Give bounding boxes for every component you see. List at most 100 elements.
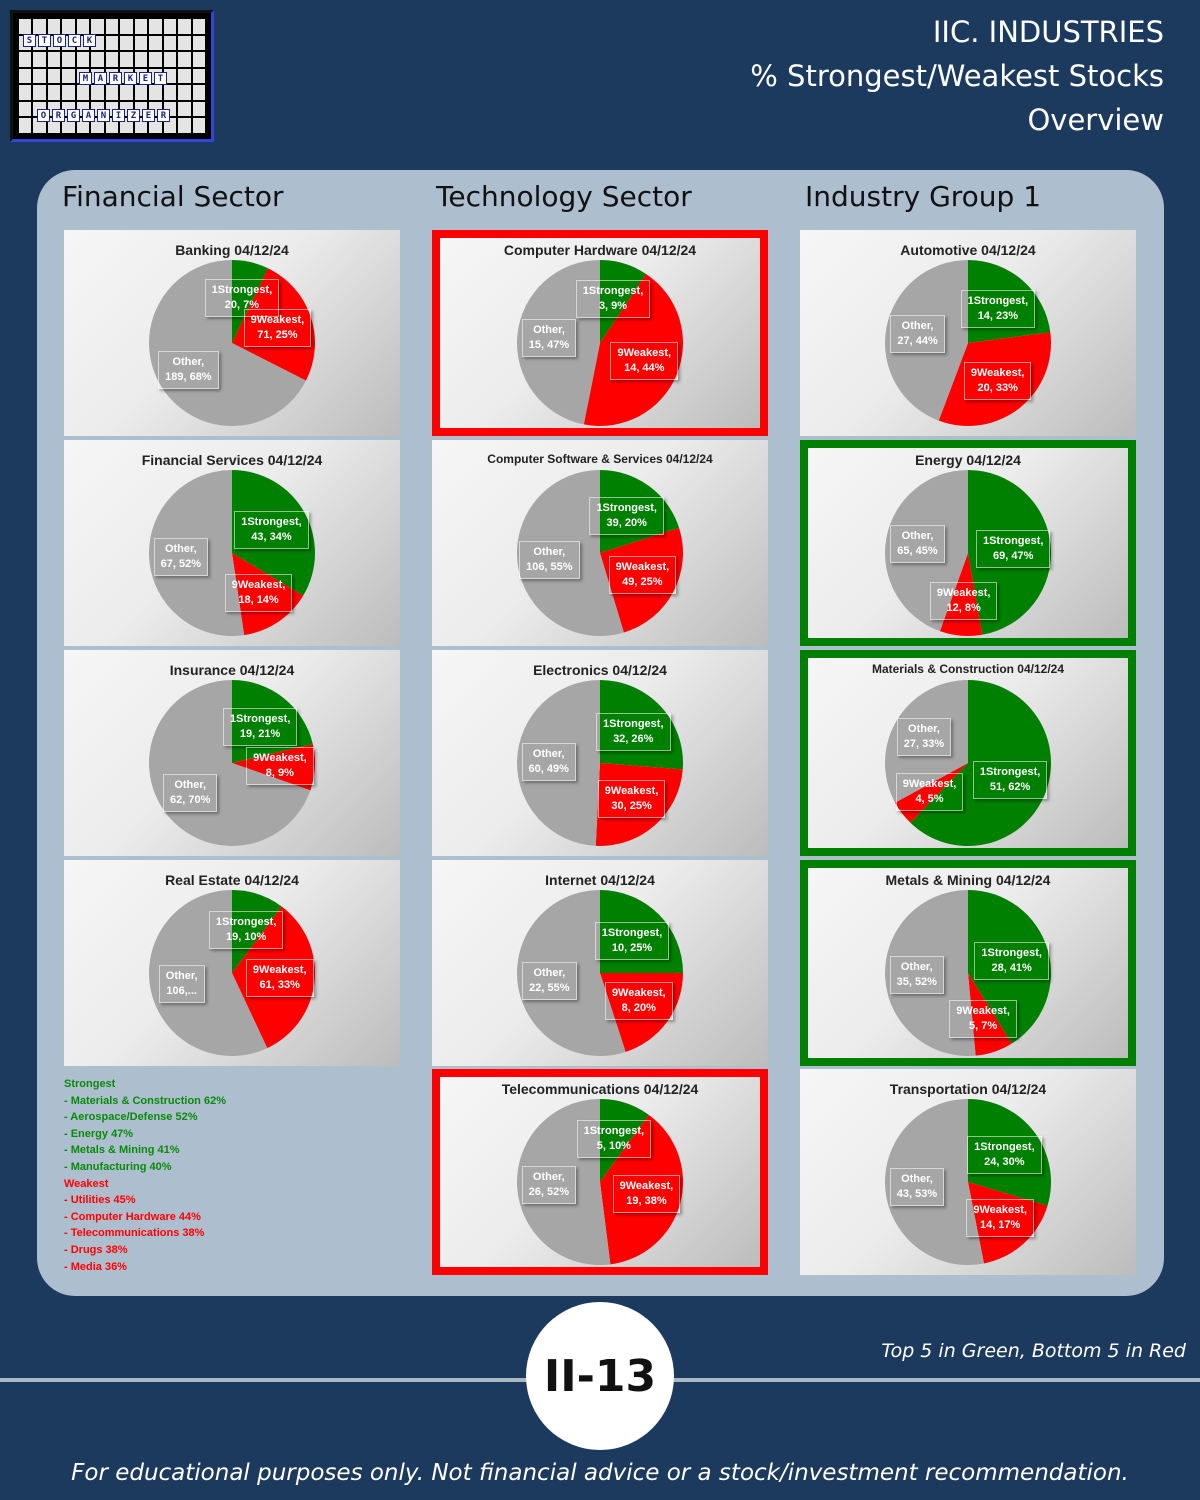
logo-grid-cell (134, 118, 148, 133)
pie-data-label: Other, 65, 45% (890, 525, 945, 564)
logo-grid-cell (105, 35, 119, 51)
logo-grid-cell (192, 52, 205, 67)
logo-grid-cell (91, 85, 104, 100)
pie-slice-other (884, 890, 976, 1056)
logo-letter: O (37, 109, 50, 122)
logo-grid-cell (163, 35, 177, 51)
pie-slice-1strongest (232, 680, 313, 763)
pie-chart-card: Electronics 04/12/24 1Strongest, 32, 26% 9W… (432, 650, 768, 856)
logo-grid-cell (192, 68, 205, 84)
logo-grid-cell (178, 118, 191, 133)
logo-grid-cell (178, 35, 191, 51)
pie-chart-card: Insurance 04/12/24 1Strongest, 19, 21% 9Wea… (64, 650, 400, 856)
pie-slice-9weakest (938, 332, 1051, 426)
logo-letter: E (142, 109, 155, 122)
pie-chart (517, 260, 684, 426)
logo-grid-cell (19, 85, 32, 100)
chart-title: Telecommunications 04/12/24 (501, 1081, 699, 1097)
strongest-item: - Energy 47% (64, 1127, 134, 1140)
pie-chart (149, 890, 315, 1056)
weakest-heading: Weakest (64, 1177, 109, 1190)
pie-slice-1strongest (600, 470, 680, 553)
logo-grid-cell (120, 118, 133, 133)
strongest-item: - Metals & Mining 41% (64, 1144, 180, 1157)
pie-slice-9weakest (232, 906, 315, 1049)
logo-grid-cell (76, 85, 90, 100)
logo-grid-cell (192, 35, 205, 51)
logo-grid-cell (149, 19, 162, 34)
pie-slice-other (517, 260, 600, 425)
disclaimer: For educational purposes only. Not finan… (71, 1460, 1129, 1486)
logo-grid-cell (149, 35, 162, 51)
logo-grid-cell (134, 35, 148, 51)
logo-letter: T (154, 72, 167, 85)
pie-slice-1strongest (910, 680, 1051, 846)
pie-chart-card: Financial Services 04/12/24 1Strongest, 43… (64, 440, 400, 646)
pie-data-label: 9Weakest, 14, 44% (610, 342, 679, 381)
column-heading-industry-group: Industry Group 1 (805, 180, 1042, 213)
pie-slice-9weakest (968, 973, 1012, 1056)
pie-chart (149, 680, 315, 846)
pie-slice-1strongest (968, 890, 1051, 1044)
logo-grid-cell (91, 52, 104, 67)
chart-title: Insurance 04/12/24 (169, 662, 295, 678)
logo-grid-cell (178, 68, 191, 84)
pie-chart (884, 1099, 1051, 1265)
pie-data-label: 9Weakest, 8, 9% (246, 746, 314, 785)
chart-title: Computer Hardware 04/12/24 (503, 242, 697, 258)
logo-grid-cell (120, 19, 133, 34)
chart-title: Computer Software & Services 04/12/24 (487, 452, 713, 466)
logo-grid-cell (163, 52, 177, 67)
pie-slice-1strongest (232, 470, 315, 596)
pie-slice-1strongest (600, 680, 683, 770)
pie-data-label: 1Strongest, 69, 47% (975, 530, 1051, 569)
strongest-item: - Manufacturing 40% (64, 1160, 172, 1173)
pie-chart-card: Materials & Construction 04/12/24 1Strong… (800, 650, 1136, 856)
logo-grid-cell (19, 68, 32, 84)
logo-letter: R (109, 72, 122, 85)
logo-grid-cell (163, 118, 177, 133)
weakest-item: - Telecommunications 38% (64, 1227, 205, 1240)
pie-data-label: Other, 106, 55% (519, 541, 580, 580)
logo-grid-cell (105, 118, 119, 133)
pie-data-label: Other, 106,... (158, 965, 205, 1004)
logo-grid-cell (47, 19, 61, 34)
pie-data-label: Other, 189, 68% (158, 350, 219, 389)
logo-grid-cell (149, 85, 162, 100)
logo-letter: C (68, 34, 81, 47)
column-heading-financial: Financial Sector (62, 180, 284, 213)
pie-data-label: 9Weakest, 20, 33% (963, 361, 1032, 400)
logo-letter: N (97, 109, 110, 122)
pie-chart (884, 890, 1051, 1056)
pie-slice-9weakest (600, 527, 683, 633)
logo-grid-cell (91, 118, 104, 133)
logo-grid-cell (33, 52, 46, 67)
chart-title: Financial Services 04/12/24 (141, 452, 323, 468)
chart-title: Energy 04/12/24 (915, 452, 1021, 468)
logo-letter: Z (127, 109, 140, 122)
logo-grid-cell (105, 85, 119, 100)
pie-data-label: Other, 62, 70% (163, 773, 218, 812)
chart-title: Automotive 04/12/24 (900, 242, 1036, 258)
pie-data-label: 1Strongest, 32, 26% (596, 712, 671, 751)
pie-data-label: Other, 67, 52% (153, 537, 209, 576)
pie-data-label: 1Strongest, 20, 7% (204, 279, 280, 318)
pie-data-label: 1Strongest, 24, 30% (967, 1135, 1042, 1174)
pie-slice-9weakest (939, 553, 983, 636)
logo-grid-cell (163, 85, 177, 100)
pie-slice-9weakest (968, 1182, 1048, 1264)
logo-grid-cell (163, 19, 177, 34)
logo-letter: R (52, 109, 65, 122)
chart-title: Transportation 04/12/24 (889, 1081, 1047, 1097)
logo-grid-cell (47, 85, 61, 100)
pie-chart-card: Transportation 04/12/24 1Strongest, 24, 30… (800, 1069, 1136, 1275)
pie-chart-card: Automotive 04/12/24 1Strongest, 14, 23% 9We… (800, 230, 1136, 436)
pie-slice-1strongest (968, 260, 1051, 343)
logo-grid-cell (192, 118, 205, 133)
logo-grid-cell (33, 68, 46, 84)
logo-grid-cell (76, 52, 90, 67)
pie-chart (885, 260, 1051, 426)
logo-grid-cell (120, 35, 133, 51)
